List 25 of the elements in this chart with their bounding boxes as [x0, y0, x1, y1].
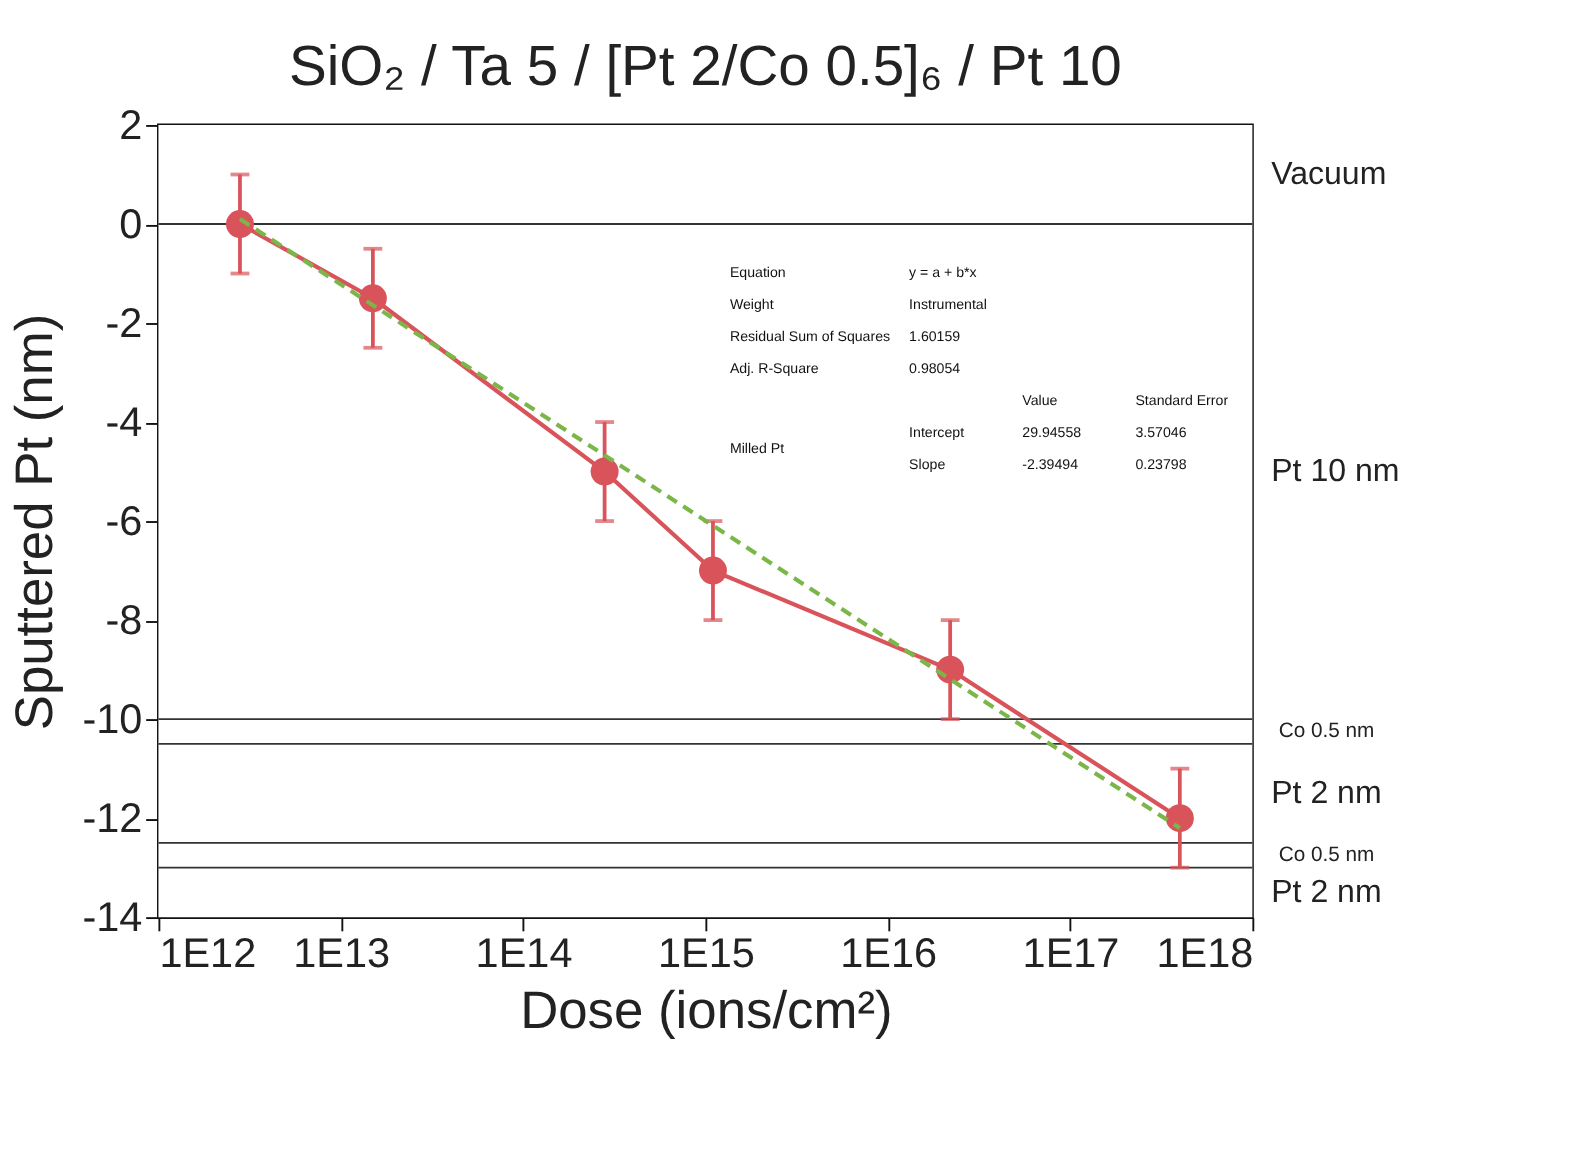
y-tick-label: -12 — [82, 796, 143, 843]
band-label: Pt 10 nm — [1271, 453, 1400, 489]
x-axis-title: Dose (ions/cm²) — [520, 979, 893, 1040]
y-tick-label: -8 — [105, 598, 143, 645]
band-label: Co 0.5 nm — [1278, 721, 1375, 744]
band-label: Pt 2 nm — [1271, 873, 1382, 910]
x-tick-label: 1E12 — [159, 931, 257, 978]
x-tick-label: 1E18 — [1156, 931, 1254, 978]
x-tick-label: 1E15 — [657, 931, 755, 978]
band-label: Co 0.5 nm — [1278, 844, 1375, 867]
chart-title: SiO₂ / Ta 5 / [Pt 2/Co 0.5]₆ / Pt 10 — [288, 33, 1122, 98]
x-tick-label: 1E16 — [840, 931, 938, 978]
x-tick-label: 1E14 — [475, 931, 573, 978]
x-tick-label: 1E13 — [293, 931, 391, 978]
y-tick-label: 2 — [119, 103, 143, 150]
y-tick-label: -10 — [82, 697, 143, 744]
y-tick-label: -4 — [105, 400, 143, 447]
y-axis-title: Sputtered Pt (nm) — [4, 313, 65, 731]
y-tick-label: 0 — [119, 202, 143, 249]
y-tick-label: -6 — [105, 499, 143, 546]
x-tick-label: 1E17 — [1022, 931, 1120, 978]
y-tick-label: -2 — [105, 301, 143, 348]
band-label: Pt 2 nm — [1271, 774, 1382, 811]
band-label: Vacuum — [1271, 155, 1387, 192]
y-tick-label: -14 — [82, 895, 143, 942]
